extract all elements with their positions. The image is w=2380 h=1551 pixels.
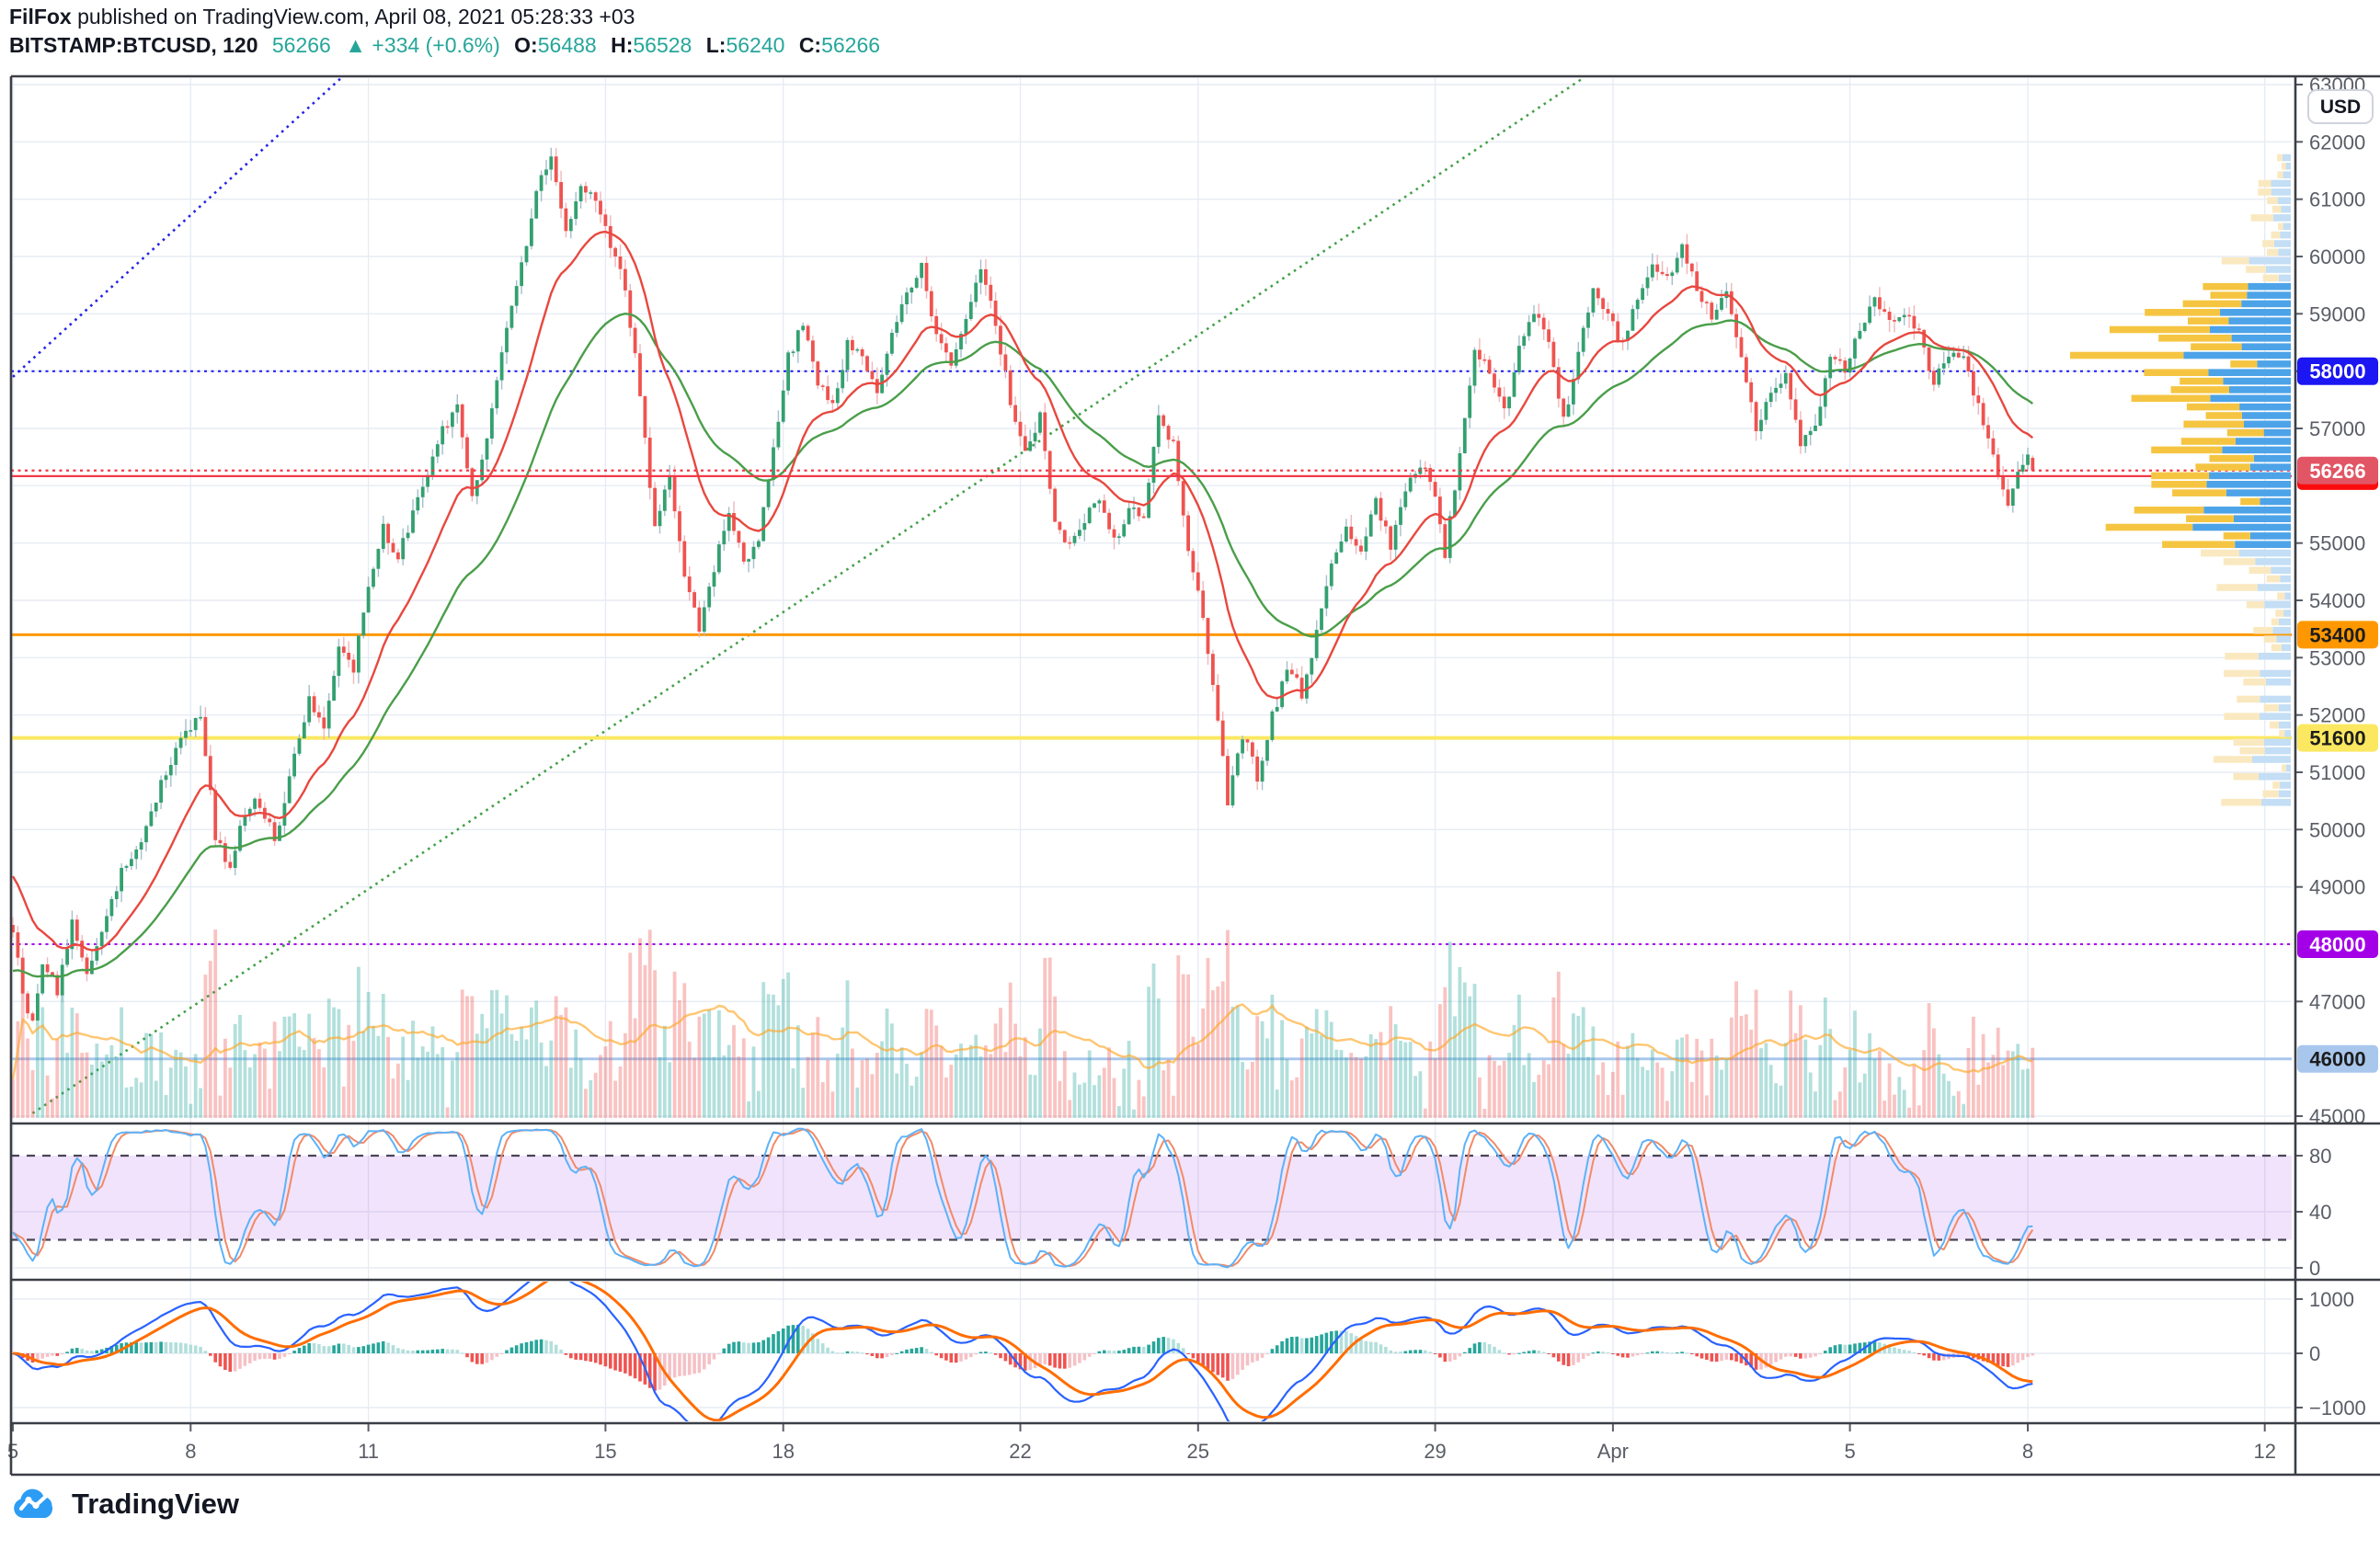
svg-text:80: 80: [2309, 1145, 2331, 1168]
svg-text:5: 5: [7, 1440, 18, 1463]
symbol-title: BITSTAMP:BTCUSD, 120: [9, 33, 258, 58]
svg-text:56266: 56266: [2309, 460, 2365, 483]
svg-text:49000: 49000: [2309, 876, 2365, 899]
last-price: 56266: [271, 33, 331, 58]
svg-text:11: 11: [358, 1440, 379, 1463]
svg-text:53400: 53400: [2309, 623, 2365, 646]
trendlines[interactable]: [12, 0, 2380, 1114]
symbol-line: BITSTAMP:BTCUSD, 120 56266 ▲ +334 (+0.6%…: [9, 32, 880, 59]
svg-text:58000: 58000: [2309, 360, 2365, 383]
high-value: 56528: [633, 33, 692, 58]
price-badge-58000: 58000: [2297, 357, 2378, 385]
volume-profile: [2070, 154, 2291, 806]
svg-text:5: 5: [1845, 1440, 1856, 1463]
candles: [11, 147, 2035, 1022]
price-change: ▲ +334 (+0.6%): [345, 33, 500, 58]
svg-text:25: 25: [1187, 1440, 1209, 1463]
pane-frame: [9, 74, 2380, 1477]
stochastic-pane: [11, 1127, 2292, 1269]
svg-text:51600: 51600: [2309, 727, 2365, 750]
tradingview-logo[interactable]: TradingView: [11, 1488, 239, 1521]
svg-text:8: 8: [2022, 1440, 2033, 1463]
svg-text:61000: 61000: [2309, 188, 2365, 211]
tradingview-logo-text: TradingView: [72, 1488, 240, 1520]
high-label: H:: [611, 33, 634, 58]
price-badge-56266: 56266: [2297, 456, 2378, 485]
svg-text:59000: 59000: [2309, 302, 2365, 325]
price-badge-46000: 46000: [2297, 1044, 2378, 1073]
blue-dotted-diagonal: [12, 78, 343, 378]
price-badge-51600: 51600: [2297, 724, 2378, 752]
svg-text:1000: 1000: [2309, 1288, 2354, 1311]
svg-text:53000: 53000: [2309, 646, 2365, 669]
svg-text:29: 29: [1424, 1440, 1446, 1463]
svg-text:18: 18: [772, 1440, 794, 1463]
svg-text:0: 0: [2309, 1257, 2320, 1280]
svg-text:15: 15: [594, 1440, 616, 1463]
svg-text:22: 22: [1009, 1440, 1031, 1463]
svg-text:62000: 62000: [2309, 131, 2365, 154]
price-badge-48000: 48000: [2297, 930, 2378, 958]
volume-bars: [11, 929, 2035, 1118]
svg-text:40: 40: [2309, 1201, 2331, 1224]
svg-text:48000: 48000: [2309, 933, 2365, 956]
svg-text:47000: 47000: [2309, 990, 2365, 1013]
author-name: FilFox: [9, 5, 72, 29]
low-value: 56240: [726, 33, 785, 58]
svg-text:8: 8: [185, 1440, 196, 1463]
price-badge-53400: 53400: [2297, 621, 2378, 649]
svg-text:50000: 50000: [2309, 818, 2365, 841]
time-axis[interactable]: 5 8 11 15 18 22 25 29 Apr 5 8 12: [7, 1423, 2276, 1463]
publish-text: published on TradingView.com, April 08, …: [71, 5, 635, 29]
tradingview-cloud-icon: [14, 1488, 53, 1519]
macd-pane: [11, 1282, 2035, 1421]
open-label: O:: [514, 33, 538, 58]
publish-line: FilFox published on TradingView.com, Apr…: [9, 4, 880, 30]
svg-text:Apr: Apr: [1597, 1440, 1629, 1463]
close-label: C:: [798, 33, 822, 58]
svg-text:60000: 60000: [2309, 245, 2365, 268]
header: FilFox published on TradingView.com, Apr…: [9, 4, 880, 60]
open-value: 56488: [537, 33, 597, 58]
close-value: 56266: [821, 33, 881, 58]
svg-text:46000: 46000: [2309, 1048, 2365, 1071]
currency-button[interactable]: USD: [2307, 89, 2374, 124]
moving-averages: [11, 230, 2034, 978]
svg-text:0: 0: [2309, 1342, 2320, 1365]
svg-text:54000: 54000: [2309, 589, 2365, 612]
low-label: L:: [705, 33, 727, 58]
svg-text:12: 12: [2253, 1440, 2275, 1463]
svg-text:55000: 55000: [2309, 532, 2365, 555]
svg-text:51000: 51000: [2309, 761, 2365, 784]
price-axis[interactable]: 6300062000610006000059000580005700055000…: [2295, 0, 2380, 1546]
svg-text:USD: USD: [2320, 97, 2361, 118]
svg-text:57000: 57000: [2309, 417, 2365, 440]
svg-text:−1000: −1000: [2309, 1397, 2366, 1420]
svg-text:52000: 52000: [2309, 704, 2365, 727]
